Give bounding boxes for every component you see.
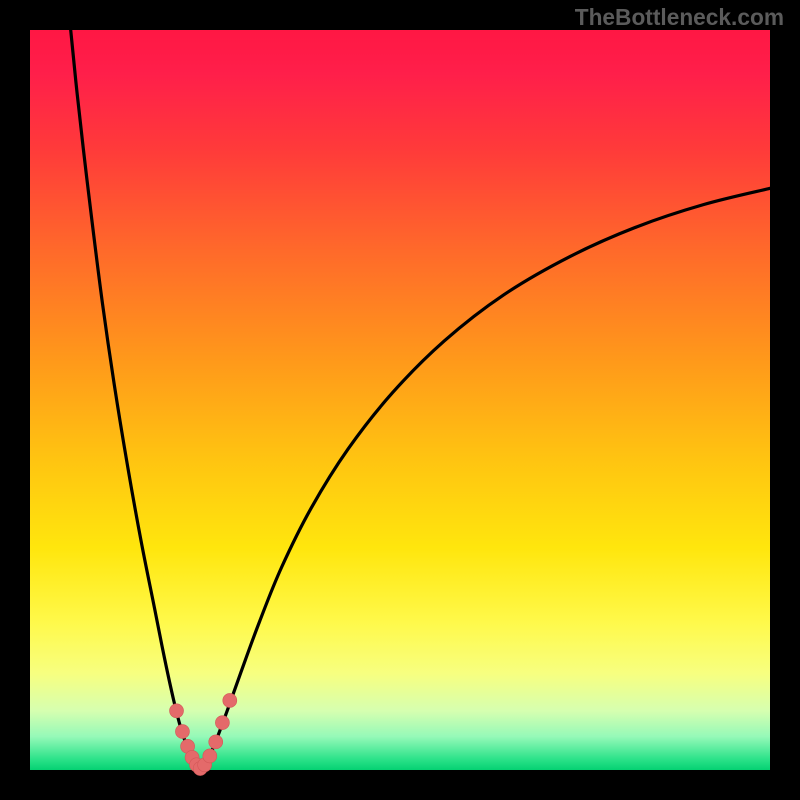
bottleneck-curve — [71, 30, 770, 770]
dip-dot — [203, 749, 217, 763]
dip-dot — [170, 704, 184, 718]
dip-dot — [175, 725, 189, 739]
watermark-text: TheBottleneck.com — [575, 4, 784, 31]
dip-dot — [209, 735, 223, 749]
dip-dot — [223, 693, 237, 707]
chart-curve-layer — [30, 30, 770, 770]
dip-dots-group — [170, 693, 237, 775]
chart-plot-area — [30, 30, 770, 770]
chart-frame: TheBottleneck.com — [0, 0, 800, 800]
dip-dot — [215, 716, 229, 730]
